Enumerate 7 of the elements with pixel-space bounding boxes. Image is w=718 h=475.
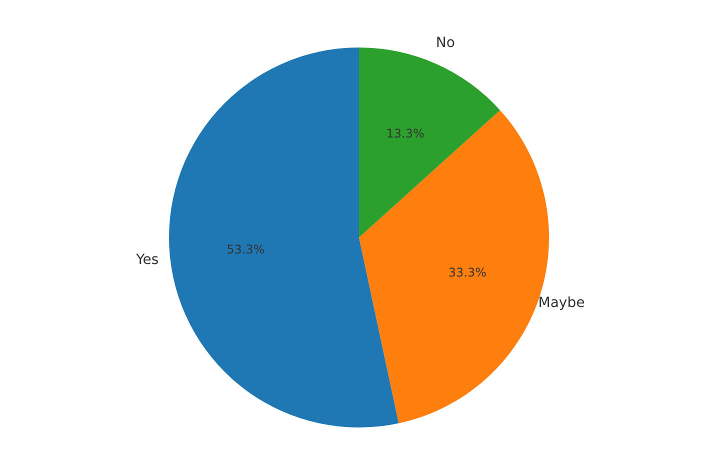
data-label: 53.3% — [226, 242, 265, 256]
slice-label: No — [436, 35, 455, 52]
data-label: 33.3% — [448, 266, 487, 280]
slice-label: Yes — [135, 252, 159, 268]
pie-slice — [359, 48, 500, 238]
slice-label: Maybe — [538, 295, 585, 312]
data-label: 13.3% — [386, 126, 424, 140]
